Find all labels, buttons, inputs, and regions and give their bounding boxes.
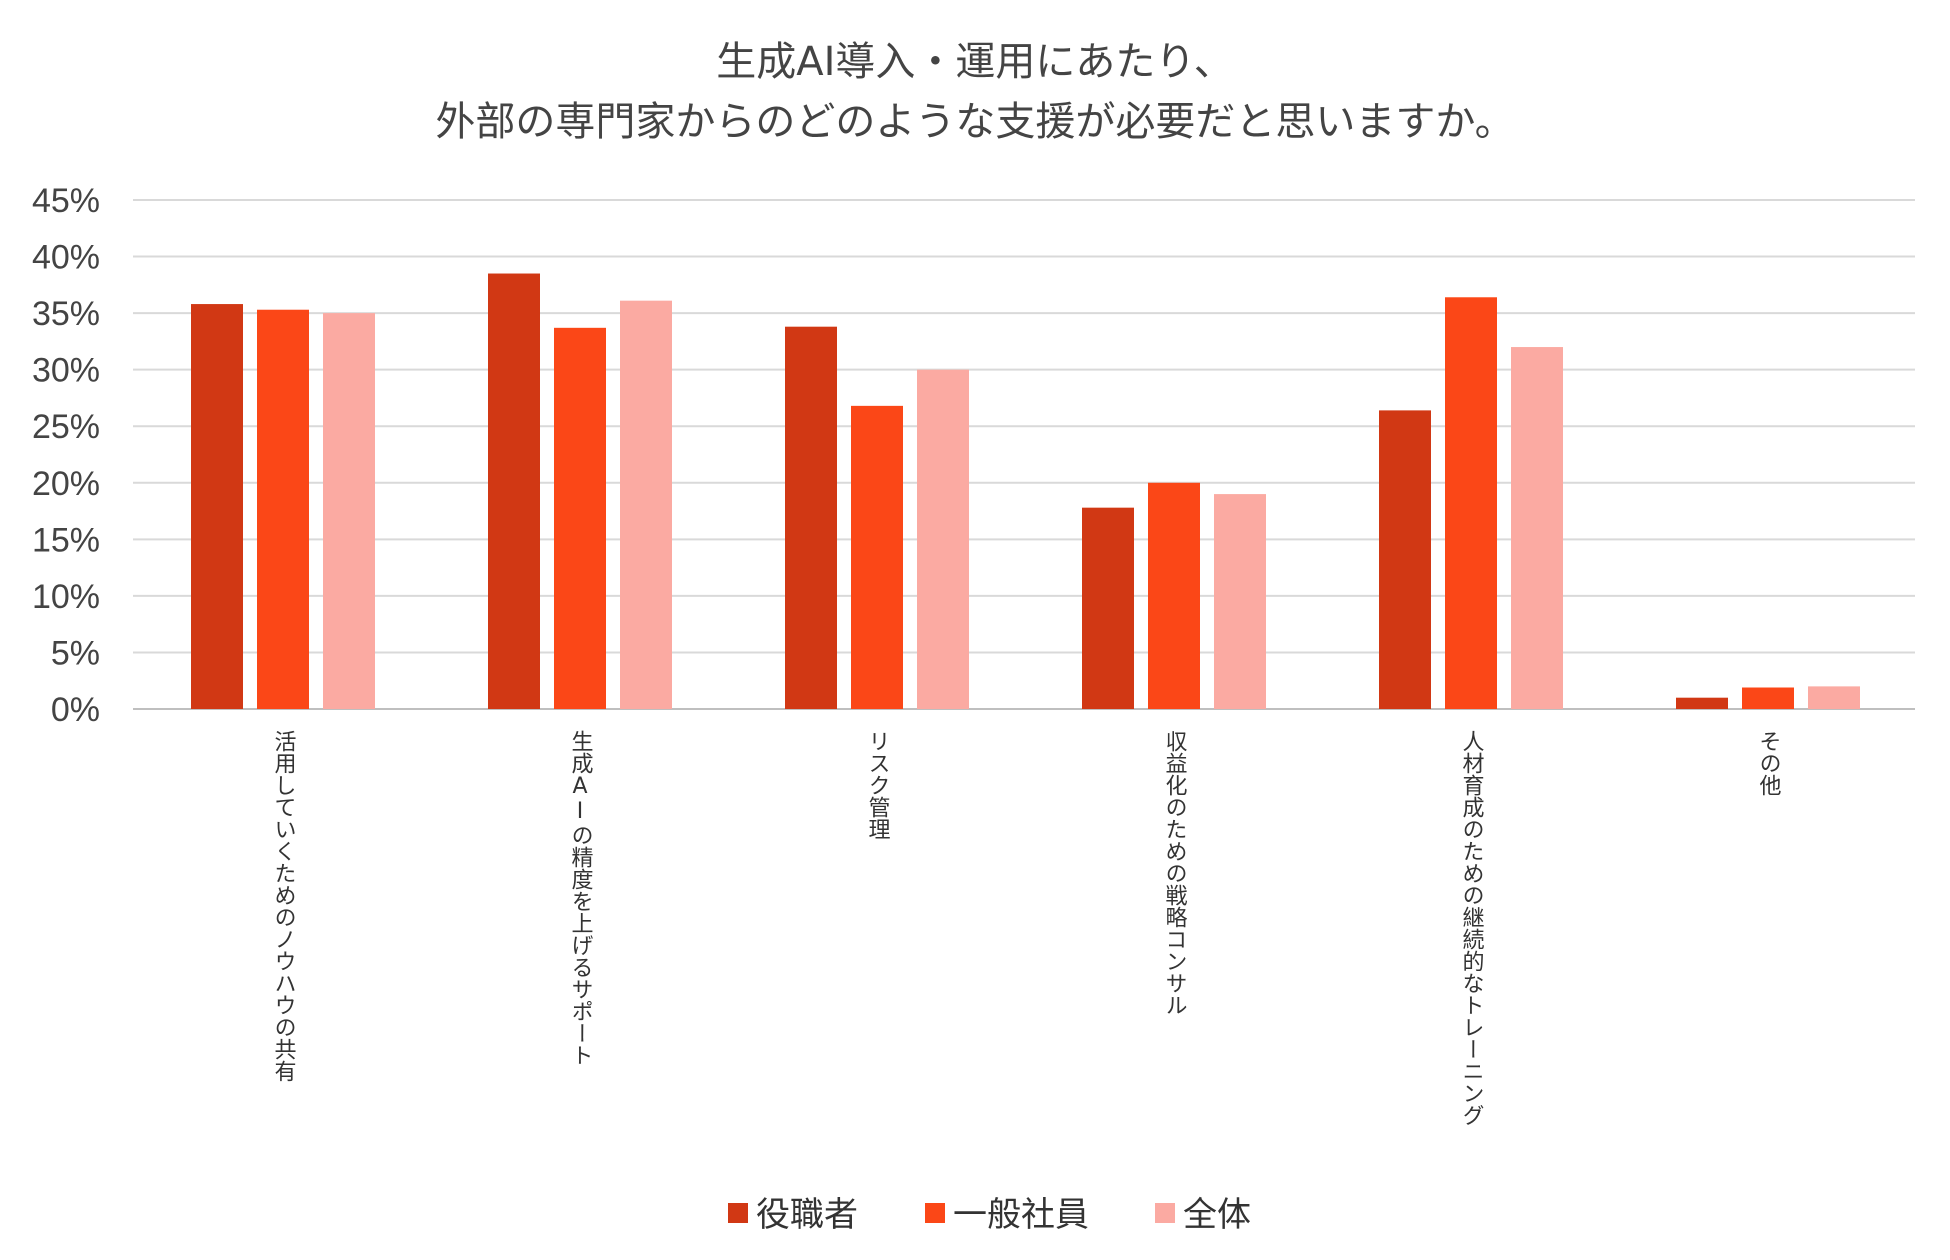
y-tick-label: 30%	[32, 352, 100, 390]
bar-1-cat-5	[1379, 410, 1431, 709]
x-category-label: 生成AIの精度を上げるサポート	[568, 730, 594, 1066]
y-axis-tick-labels: 0% 5% 10% 15% 20% 25% 30% 35% 40% 45%	[32, 182, 100, 729]
bars	[191, 273, 1860, 709]
y-tick-label: 0%	[51, 691, 100, 729]
bar-1-cat-4	[1082, 507, 1134, 709]
bar-3-cat-3	[917, 369, 969, 709]
legend-swatch	[728, 1203, 748, 1223]
y-tick-label: 15%	[32, 521, 100, 559]
bar-3-cat-1	[323, 313, 375, 709]
legend-swatch	[925, 1203, 945, 1223]
bar-3-cat-5	[1511, 347, 1563, 709]
gridlines	[133, 199, 1915, 710]
chart-title-line-2: 外部の専門家からのどのような支援が必要だと思いますか。	[435, 99, 1514, 145]
bar-3-cat-4	[1214, 494, 1266, 709]
bar-3-cat-6	[1808, 686, 1860, 709]
bar-2-cat-3	[851, 405, 903, 709]
y-tick-label: 20%	[32, 465, 100, 503]
bar-1-cat-6	[1676, 697, 1728, 709]
y-tick-label: 10%	[32, 578, 100, 616]
x-axis-category-labels: 活用していくためのノウハウの共有 生成AIの精度を上げるサポート リスク管理 収益化の…	[271, 730, 1782, 1126]
x-category-label: 活用していくためのノウハウの共有	[271, 730, 297, 1082]
bar-2-cat-5	[1445, 297, 1497, 709]
y-tick-label: 35%	[32, 295, 100, 333]
bar-3-cat-2	[620, 300, 672, 709]
legend-label: 役職者	[756, 1195, 858, 1235]
bar-1-cat-3	[785, 326, 837, 709]
x-category-label: 収益化のための戦略コンサル	[1162, 730, 1188, 1016]
bar-1-cat-2	[488, 273, 540, 709]
bar-1-cat-1	[191, 304, 243, 709]
bar-2-cat-4	[1148, 482, 1200, 709]
legend-label: 一般社員	[953, 1195, 1089, 1235]
bar-2-cat-1	[257, 309, 309, 709]
y-tick-label: 25%	[32, 408, 100, 446]
y-tick-label: 5%	[51, 634, 100, 672]
legend-label: 全体	[1183, 1195, 1251, 1235]
bar-2-cat-2	[554, 327, 606, 709]
chart-title: 生成AI導入・運用にあたり、 外部の専門家からのどのような支援が必要だと思います…	[435, 39, 1514, 145]
legend-swatch	[1155, 1203, 1175, 1223]
chart-title-line-1: 生成AI導入・運用にあたり、	[716, 39, 1234, 85]
y-tick-label: 45%	[32, 182, 100, 220]
x-category-label: 人材育成のための継続的なトレーニング	[1459, 730, 1485, 1126]
bar-2-cat-6	[1742, 687, 1794, 709]
legend: 役職者 一般社員 全体	[728, 1195, 1251, 1235]
y-tick-label: 40%	[32, 239, 100, 277]
x-category-label: リスク管理	[865, 730, 891, 840]
x-category-label: その他	[1756, 730, 1782, 796]
